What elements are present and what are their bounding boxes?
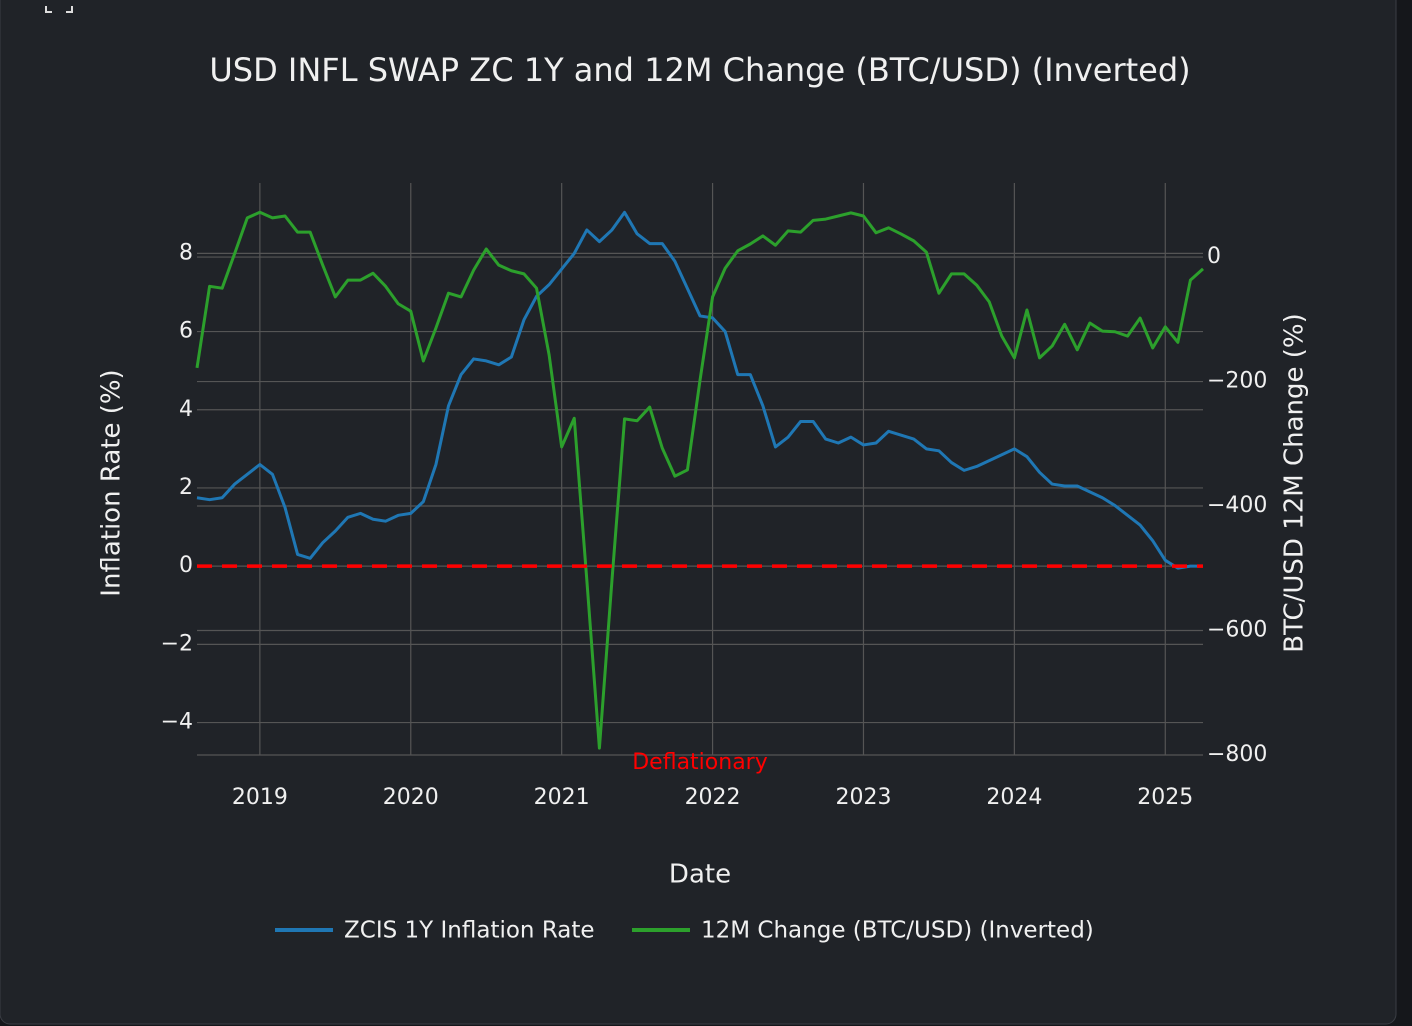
chart-title: USD INFL SWAP ZC 1Y and 12M Change (BTC/… bbox=[209, 51, 1190, 89]
y2-tick-label: −400 bbox=[1207, 493, 1267, 518]
legend-label: ZCIS 1Y Inflation Rate bbox=[344, 918, 595, 944]
y-tick-label: 8 bbox=[179, 240, 193, 265]
y-tick-label: 4 bbox=[179, 397, 193, 422]
y-tick-label: 0 bbox=[179, 553, 193, 578]
y2-axis-label: BTC/USD 12M Change (%) bbox=[1280, 313, 1310, 653]
x-tick-label: 2024 bbox=[986, 785, 1042, 810]
data-line bbox=[196, 210, 1203, 570]
y2-tick-label: −800 bbox=[1207, 742, 1267, 767]
y-tick-label: −4 bbox=[161, 710, 193, 735]
y2-tick-label: −600 bbox=[1207, 618, 1267, 643]
x-tick-label: 2023 bbox=[835, 785, 891, 810]
y-tick-label: 6 bbox=[179, 319, 193, 344]
x-tick-label: 2022 bbox=[685, 785, 741, 810]
reference-label: Deflationary bbox=[632, 750, 768, 775]
x-tick-label: 2021 bbox=[534, 785, 590, 810]
x-tick-label: 2019 bbox=[232, 785, 288, 810]
y-tick-label: 2 bbox=[179, 475, 193, 500]
data-line bbox=[195, 210, 1204, 750]
y-tick-label: −2 bbox=[161, 631, 193, 656]
x-axis-label: Date bbox=[669, 860, 731, 890]
x-tick-label: 2025 bbox=[1137, 785, 1193, 810]
y-axis-label: Inflation Rate (%) bbox=[97, 369, 127, 596]
x-tick-label: 2020 bbox=[383, 785, 439, 810]
y2-tick-label: −200 bbox=[1207, 369, 1267, 394]
legend-label: 12M Change (BTC/USD) (Inverted) bbox=[701, 918, 1094, 944]
expand-icon[interactable] bbox=[45, 6, 73, 13]
y2-tick-label: 0 bbox=[1207, 244, 1221, 269]
